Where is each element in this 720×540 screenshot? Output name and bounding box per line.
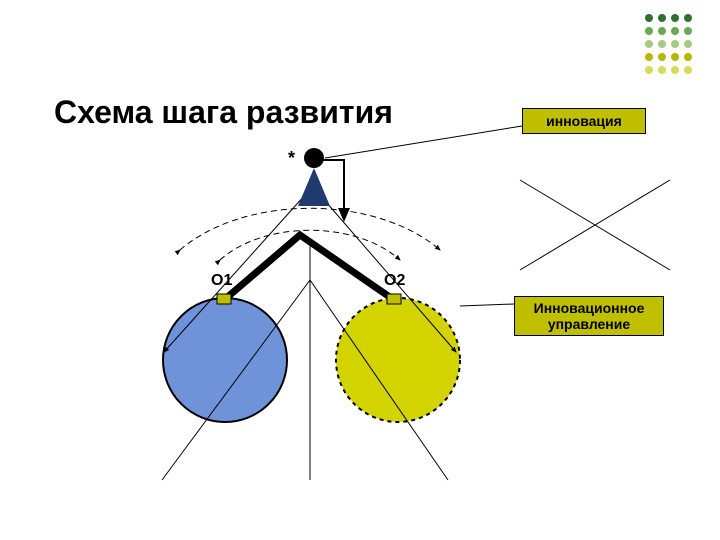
- box-innov-mgmt: Инновационное управление: [514, 296, 664, 336]
- hook-arrow: [322, 160, 344, 220]
- slide: Схема шага развития: [0, 0, 720, 540]
- box-innovation-text: инновация: [546, 113, 622, 129]
- thick-path: [224, 235, 394, 300]
- leader-innovation: [325, 126, 522, 158]
- small-rect-o2: [387, 294, 401, 304]
- figure-body-icon: [298, 168, 330, 206]
- box-innov-mgmt-text: Инновационное управление: [521, 300, 657, 332]
- circle-o1: [163, 298, 287, 422]
- leader-innov-mgmt: [460, 304, 514, 306]
- asterisk-mark: *: [288, 148, 295, 169]
- figure-head-icon: [304, 148, 324, 168]
- label-o1: О1: [211, 272, 232, 290]
- small-rect-o1: [217, 294, 231, 304]
- circle-o2: [336, 298, 460, 422]
- box-innovation: инновация: [522, 108, 646, 134]
- diagram-svg: [0, 0, 720, 540]
- label-o2: О2: [384, 272, 405, 290]
